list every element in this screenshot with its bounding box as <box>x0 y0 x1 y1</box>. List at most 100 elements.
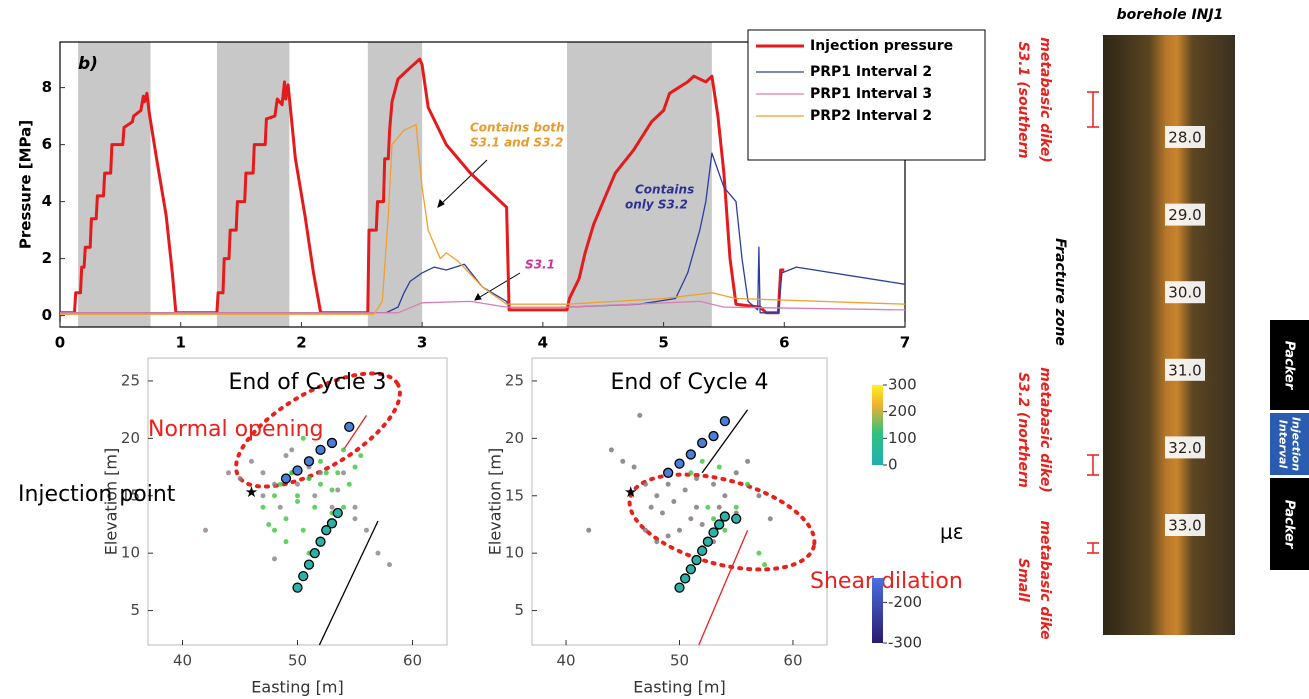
event-point <box>699 521 705 527</box>
highlight-ellipse <box>234 371 402 489</box>
panel-label: b) <box>78 54 98 74</box>
annotation: S3.1 <box>525 258 555 272</box>
packer-label: Packer <box>1282 341 1297 391</box>
event-point <box>608 447 614 453</box>
sensor-point <box>298 570 309 582</box>
legend-label: PRP1 Interval 3 <box>810 86 932 102</box>
event-point <box>226 470 231 476</box>
event-point <box>300 527 306 533</box>
annotation: Injection point <box>18 482 176 507</box>
colorbar-label: με <box>940 520 964 544</box>
x-tick-label: 6 <box>779 334 789 352</box>
sensor-point <box>303 559 315 570</box>
fracture-line <box>698 529 749 646</box>
event-point <box>289 447 295 453</box>
series-line <box>60 300 906 314</box>
plot-frame <box>59 41 906 328</box>
fracture-line <box>342 415 368 451</box>
event-point <box>637 412 643 418</box>
borehole-annotation: S3.1 (southern <box>1015 41 1031 158</box>
series-line <box>60 57 785 315</box>
event-point <box>688 470 694 476</box>
x-tick-label: 50 <box>670 652 689 670</box>
event-point <box>346 481 352 487</box>
annotation: Contains <box>635 183 694 197</box>
y-tick-label: 6 <box>42 135 52 153</box>
legend-label: Injection pressure <box>810 38 953 54</box>
packer-box <box>1270 413 1309 475</box>
sensor-point <box>315 536 326 547</box>
event-point <box>620 458 626 464</box>
depth-label: 32.0 <box>1168 439 1201 457</box>
x-tick-label: 2 <box>296 334 306 352</box>
event-point <box>711 516 717 522</box>
y-tick-label: 10 <box>505 544 524 562</box>
depth-label: 28.0 <box>1168 129 1201 147</box>
event-point <box>694 476 700 482</box>
event-point <box>716 504 722 510</box>
event-point <box>237 476 243 482</box>
event-point <box>295 499 300 504</box>
sensor-point <box>326 437 338 449</box>
depth-marker <box>1165 281 1205 304</box>
sensor-point <box>280 473 292 484</box>
sensor-point <box>685 449 696 460</box>
depth-label: 31.0 <box>1168 361 1201 379</box>
event-point <box>654 539 660 545</box>
event-point <box>642 527 648 533</box>
y-tick-label: 4 <box>42 192 52 210</box>
sensor-point <box>697 545 708 557</box>
event-point <box>277 481 283 487</box>
packer-label: Injection <box>1290 417 1303 471</box>
annotation: Normal opening <box>148 417 324 442</box>
series-line <box>60 123 906 315</box>
event-point <box>323 470 329 476</box>
event-point <box>756 493 762 499</box>
x-tick-label: 7 <box>900 334 910 352</box>
event-point <box>318 470 323 476</box>
highlight-ellipse <box>627 472 817 572</box>
event-point <box>260 504 266 510</box>
borehole-annotation: metabasic dike <box>1037 520 1053 639</box>
depth-marker <box>1165 436 1205 459</box>
legend-box <box>747 29 986 161</box>
event-point <box>249 458 254 464</box>
sensor-point <box>691 554 702 566</box>
cycle-shade <box>567 42 712 327</box>
event-point <box>352 464 358 470</box>
colorbar-tick-label: 100 <box>888 429 917 447</box>
y-axis-label: Pressure [MPa] <box>17 120 35 249</box>
event-point <box>654 493 660 499</box>
y-axis-label: Elevation [m] <box>102 448 121 555</box>
y-tick-label: 25 <box>121 371 140 389</box>
event-point <box>295 493 300 499</box>
depth-label: 30.0 <box>1168 284 1201 302</box>
y-tick-label: 20 <box>121 429 140 447</box>
fracture-line <box>701 409 749 474</box>
star-marker: ★ <box>624 483 637 501</box>
borehole-annotation: S3.2 (northern <box>1015 372 1031 488</box>
event-point <box>677 527 682 533</box>
event-point <box>283 516 289 522</box>
sensor-point <box>663 467 674 478</box>
borehole-image <box>1103 35 1235 635</box>
sensor-point <box>321 525 332 536</box>
packer-label: Interval <box>1277 420 1290 469</box>
colorbar <box>872 385 883 465</box>
event-point <box>283 539 289 545</box>
event-point <box>671 499 677 504</box>
event-point <box>631 464 637 470</box>
sensor-point <box>731 513 742 524</box>
event-point <box>762 562 768 568</box>
x-tick-label: 1 <box>175 334 185 352</box>
borehole-annotation: metabasic dike) <box>1037 37 1053 163</box>
event-point <box>665 481 671 487</box>
event-point <box>272 481 277 487</box>
event-point <box>745 458 751 464</box>
event-point <box>722 527 728 533</box>
x-tick-label: 5 <box>658 334 668 352</box>
chart-title: End of Cycle 4 <box>610 370 768 395</box>
event-point <box>665 533 671 539</box>
x-tick-label: 40 <box>556 652 575 670</box>
